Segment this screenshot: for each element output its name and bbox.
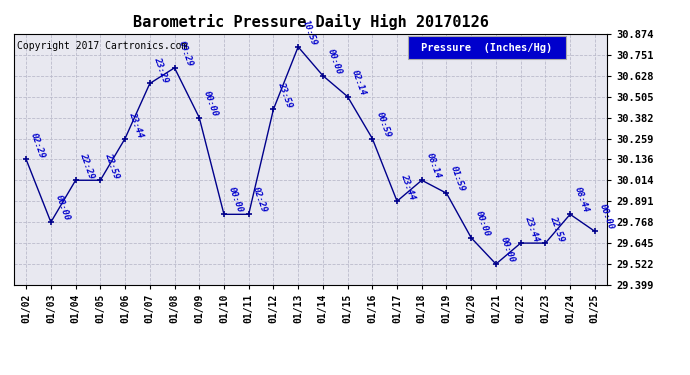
Text: 02:29: 02:29: [251, 186, 269, 214]
Text: 23:44: 23:44: [128, 110, 145, 138]
Text: 00:00: 00:00: [474, 210, 491, 238]
Text: 23:44: 23:44: [523, 215, 541, 243]
Text: 22:29: 22:29: [78, 152, 96, 180]
Text: 22:59: 22:59: [548, 215, 566, 243]
Text: 00:00: 00:00: [326, 47, 343, 76]
Text: 08:14: 08:14: [424, 152, 442, 180]
Text: 02:14: 02:14: [350, 68, 368, 97]
Text: 00:00: 00:00: [598, 203, 615, 231]
Text: 00:00: 00:00: [226, 186, 244, 214]
Text: Copyright 2017 Cartronics.com: Copyright 2017 Cartronics.com: [17, 41, 187, 51]
FancyBboxPatch shape: [408, 36, 566, 59]
Text: 10:59: 10:59: [301, 18, 318, 47]
Text: 00:00: 00:00: [53, 194, 71, 222]
Text: 22:59: 22:59: [103, 152, 121, 180]
Text: 00:59: 00:59: [375, 110, 393, 138]
Text: 08:44: 08:44: [573, 186, 590, 214]
Text: 23:59: 23:59: [276, 81, 293, 110]
Text: 23:29: 23:29: [152, 55, 170, 84]
Text: 23:44: 23:44: [400, 173, 417, 201]
Text: 01:59: 01:59: [449, 165, 466, 193]
Text: 02:29: 02:29: [29, 131, 46, 159]
Text: 09:29: 09:29: [177, 39, 195, 68]
Text: 00:00: 00:00: [498, 236, 516, 264]
Text: Pressure  (Inches/Hg): Pressure (Inches/Hg): [422, 43, 553, 52]
Title: Barometric Pressure Daily High 20170126: Barometric Pressure Daily High 20170126: [132, 14, 489, 30]
Text: 00:00: 00:00: [201, 89, 219, 117]
